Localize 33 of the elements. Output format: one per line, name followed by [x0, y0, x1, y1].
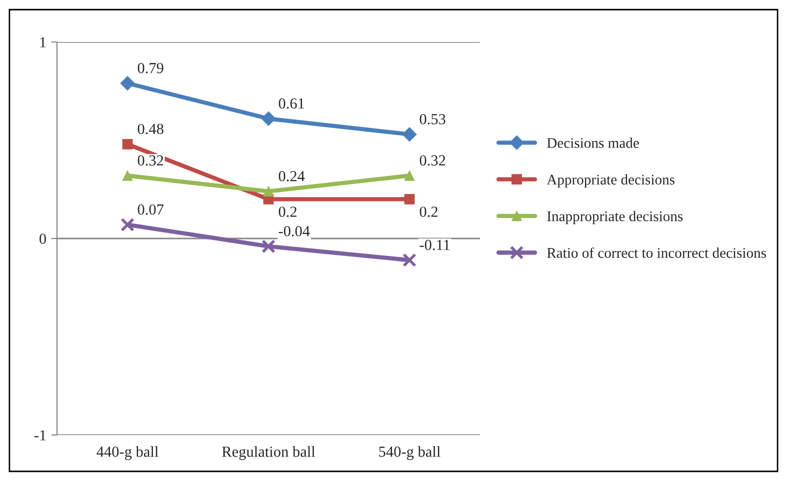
- data-label: 0.32: [420, 155, 446, 166]
- data-label: 0.79: [138, 62, 164, 74]
- point: [402, 127, 417, 142]
- data-label: -0.11: [420, 240, 450, 250]
- data-label: 0.48: [138, 124, 164, 134]
- y-tick-label: -1: [34, 430, 46, 440]
- point: [402, 253, 416, 268]
- point: [120, 218, 134, 232]
- point: [122, 138, 133, 150]
- data-label: 0.24: [278, 170, 305, 182]
- legend-label: Decisions made: [547, 138, 639, 148]
- point: [120, 76, 135, 90]
- legend-label: Inappropriate decisions: [547, 210, 683, 224]
- point: [261, 111, 276, 126]
- y-tick-label: 0: [40, 234, 46, 244]
- data-label: 0.61: [278, 98, 304, 109]
- data-label: 0.07: [138, 204, 164, 215]
- point: [404, 194, 415, 204]
- y-tick-label: 1: [40, 37, 46, 48]
- point: [263, 186, 274, 197]
- x-tick-label: 540-g ball: [379, 446, 440, 460]
- point: [262, 239, 276, 254]
- point: [404, 170, 415, 181]
- data-label: 0.53: [420, 114, 446, 124]
- data-label: 0.2: [420, 206, 438, 217]
- data-label: 0.2: [278, 206, 296, 217]
- point: [122, 170, 133, 181]
- data-label: -0.04: [278, 226, 310, 236]
- data-label: 0.32: [138, 155, 164, 166]
- x-tick-label: Regulation ball: [222, 446, 316, 460]
- legend-label: Ratio of correct to incorrect decisions: [547, 247, 766, 258]
- legend-label: Appropriate decisions: [546, 174, 674, 188]
- x-tick-label: 440-g ball: [96, 446, 158, 460]
